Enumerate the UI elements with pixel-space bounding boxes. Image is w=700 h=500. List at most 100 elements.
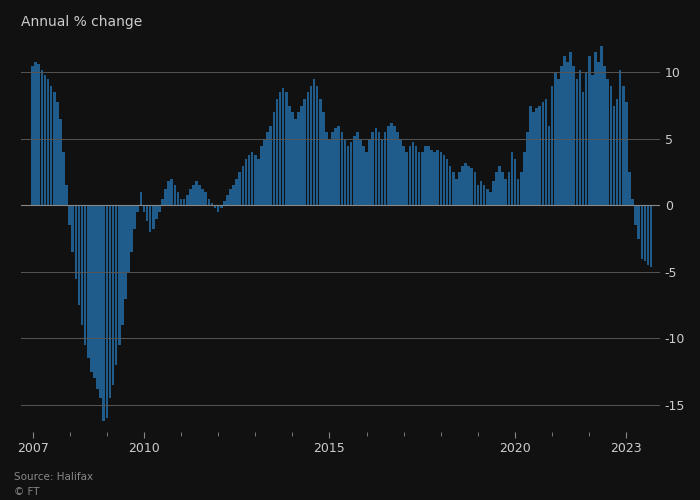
Bar (136, 206, 139, 212)
Bar (542, 102, 544, 206)
Bar (47, 79, 50, 206)
Bar (359, 139, 362, 205)
Bar (316, 86, 318, 206)
Bar (526, 132, 528, 206)
Bar (470, 168, 473, 205)
Bar (631, 199, 634, 205)
Bar (62, 152, 65, 206)
Bar (208, 199, 210, 205)
Bar (50, 86, 52, 206)
Bar (232, 186, 235, 206)
Bar (307, 92, 309, 206)
Bar (362, 146, 365, 206)
Bar (368, 139, 371, 205)
Bar (108, 206, 111, 398)
Bar (248, 155, 251, 206)
Bar (616, 99, 618, 206)
Bar (573, 66, 575, 205)
Bar (254, 155, 257, 206)
Bar (606, 79, 609, 206)
Bar (433, 152, 436, 206)
Bar (171, 179, 173, 206)
Bar (198, 186, 201, 206)
Bar (452, 172, 454, 206)
Bar (189, 190, 192, 206)
Bar (505, 179, 507, 206)
Bar (335, 128, 337, 206)
Bar (374, 128, 377, 206)
Bar (38, 64, 40, 206)
Bar (266, 132, 269, 206)
Bar (146, 206, 148, 222)
Bar (276, 99, 278, 206)
Bar (412, 142, 414, 206)
Bar (545, 99, 547, 206)
Bar (409, 146, 411, 206)
Bar (102, 206, 105, 421)
Bar (78, 206, 80, 305)
Bar (337, 126, 340, 206)
Bar (331, 132, 334, 206)
Bar (143, 206, 146, 212)
Bar (291, 112, 294, 206)
Bar (405, 152, 408, 206)
Bar (498, 166, 501, 205)
Bar (575, 79, 578, 206)
Bar (53, 92, 55, 206)
Bar (612, 106, 615, 206)
Bar (532, 112, 535, 206)
Bar (260, 146, 262, 206)
Bar (650, 206, 652, 266)
Bar (591, 75, 594, 206)
Bar (223, 202, 225, 205)
Bar (174, 186, 176, 206)
Bar (560, 66, 563, 205)
Bar (133, 206, 136, 230)
Bar (124, 206, 127, 298)
Bar (80, 206, 83, 325)
Bar (115, 206, 118, 365)
Bar (71, 206, 74, 252)
Bar (75, 206, 77, 279)
Bar (214, 206, 216, 208)
Bar (279, 92, 281, 206)
Bar (118, 206, 120, 345)
Bar (32, 66, 34, 205)
Bar (619, 70, 622, 205)
Bar (523, 152, 526, 206)
Bar (594, 52, 597, 206)
Bar (446, 159, 448, 206)
Bar (245, 159, 247, 206)
Bar (510, 152, 513, 206)
Bar (121, 206, 124, 325)
Bar (647, 206, 650, 266)
Bar (427, 146, 430, 206)
Bar (251, 152, 253, 206)
Bar (508, 172, 510, 206)
Bar (461, 166, 464, 205)
Bar (204, 192, 207, 205)
Bar (303, 99, 306, 206)
Bar (152, 206, 155, 230)
Bar (195, 182, 198, 206)
Bar (309, 86, 312, 206)
Bar (378, 132, 380, 206)
Bar (202, 190, 204, 206)
Bar (564, 56, 566, 206)
Bar (415, 146, 417, 206)
Bar (235, 179, 238, 206)
Bar (239, 172, 241, 206)
Bar (569, 52, 572, 206)
Bar (402, 146, 405, 206)
Bar (167, 182, 170, 206)
Bar (149, 206, 151, 232)
Bar (340, 132, 343, 206)
Bar (257, 159, 260, 206)
Bar (449, 166, 452, 205)
Bar (520, 172, 522, 206)
Bar (442, 155, 445, 206)
Bar (551, 86, 554, 206)
Bar (155, 206, 158, 218)
Bar (176, 192, 179, 205)
Bar (99, 206, 102, 398)
